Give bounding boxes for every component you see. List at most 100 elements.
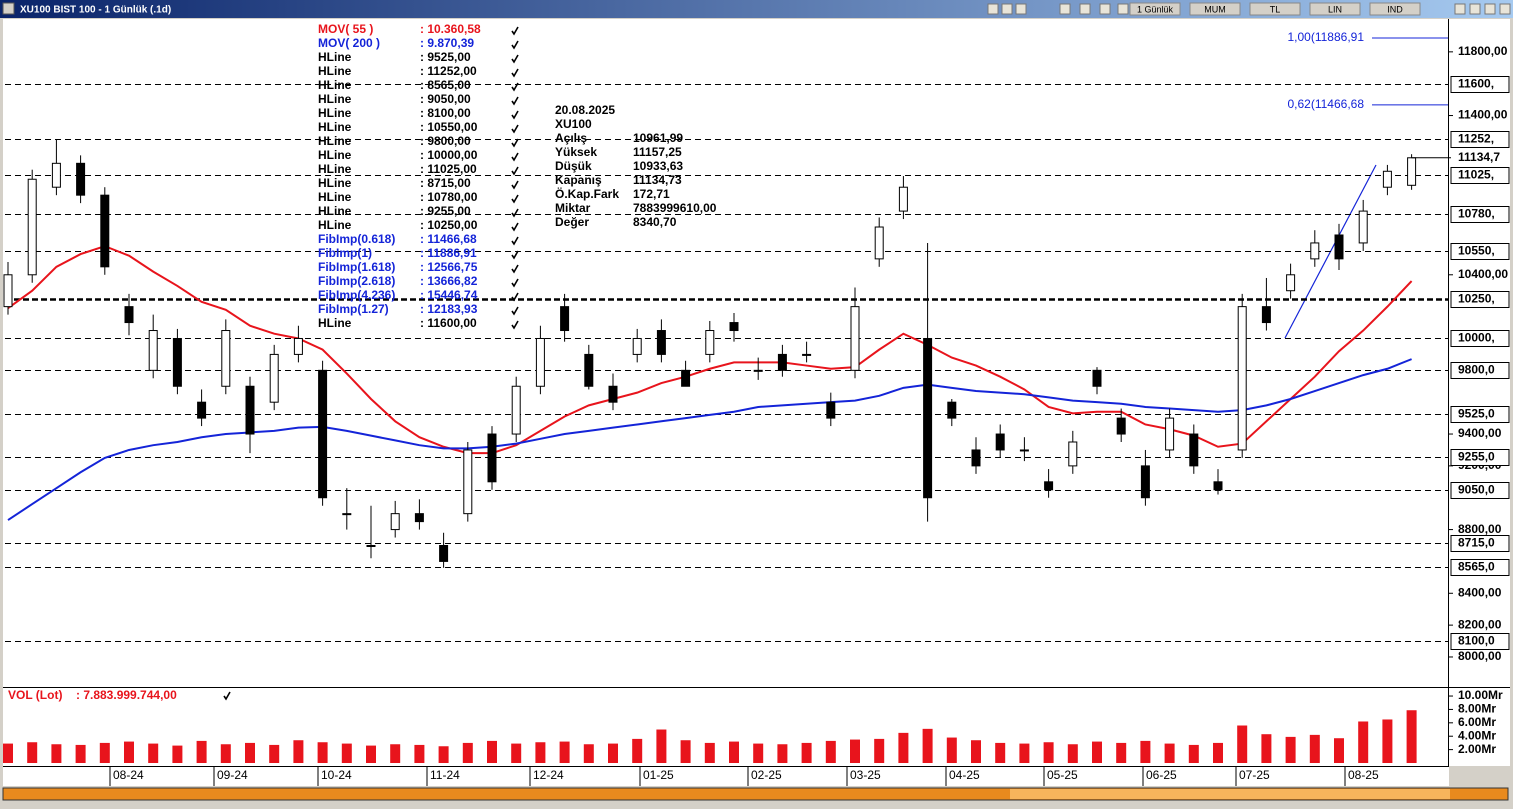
candle-body <box>3 274 13 308</box>
toolbar-button[interactable] <box>1189 2 1241 16</box>
check-icon <box>511 222 519 232</box>
toolbar-button[interactable] <box>1129 2 1181 16</box>
legend-value: : 11025,00 <box>420 162 477 176</box>
toolbar-button[interactable] <box>1249 2 1301 16</box>
h-line-label: 11600, <box>1458 77 1494 91</box>
h-line-box <box>1450 449 1510 466</box>
volume-bar <box>971 740 981 763</box>
candle-body <box>777 353 787 371</box>
candle-body <box>608 385 618 403</box>
legend-name: HLine <box>318 190 352 204</box>
tool-icon[interactable] <box>1469 3 1481 15</box>
y-tick-label: 8800,00 <box>1458 522 1502 536</box>
tool-icon[interactable] <box>1001 3 1013 15</box>
volume-bar <box>608 743 618 763</box>
volume-bar <box>317 742 328 763</box>
h-line-label: 10000, <box>1458 331 1495 345</box>
tool-icon[interactable] <box>1484 3 1496 15</box>
h-line-label: 8565,0 <box>1458 560 1495 574</box>
legend-name: HLine <box>318 218 352 232</box>
h-line-box <box>1450 291 1510 308</box>
y-tick-label: 8200,00 <box>1458 617 1502 631</box>
check-icon <box>511 124 519 134</box>
h-line-label: 9525,0 <box>1458 407 1495 421</box>
candle-body <box>729 322 739 332</box>
check-icon <box>511 236 519 246</box>
info-value: 10961,99 <box>633 131 683 145</box>
legend-name: FibImp(1) <box>318 246 372 260</box>
candle-body <box>584 353 594 387</box>
tool-icon[interactable] <box>1117 3 1129 15</box>
scroll-thumb[interactable] <box>1010 789 1450 799</box>
h-line-label: 10250, <box>1458 292 1495 306</box>
y-tick-label: 8000,00 <box>1458 649 1502 663</box>
volume-bar <box>1261 734 1272 763</box>
volume-bar <box>632 738 643 763</box>
candle-body <box>1092 369 1102 387</box>
candle-body <box>1068 441 1078 467</box>
legend-value: : 10.360,58 <box>420 22 481 36</box>
volume-bar <box>414 744 425 763</box>
legend-name: HLine <box>318 148 352 162</box>
volume-bar <box>850 739 860 763</box>
candle-body <box>1310 242 1320 260</box>
volume-bar <box>1213 742 1223 763</box>
tool-icon[interactable] <box>1499 3 1511 15</box>
volume-bar <box>1358 721 1369 763</box>
h-line-box <box>1450 330 1510 347</box>
volume-bar <box>3 743 13 763</box>
legend-name: FibImp(0.618) <box>318 232 395 246</box>
volume-bar <box>1188 744 1199 763</box>
candle-body <box>51 162 61 188</box>
volume-bar <box>825 740 836 763</box>
legend-value: : 12183,93 <box>420 302 478 316</box>
fib-label: 0,62(11466,68 <box>1287 97 1364 111</box>
toolbar-button[interactable] <box>1309 2 1361 16</box>
h-line-box <box>1450 206 1510 223</box>
legend-name: MOV( 200 ) <box>318 36 380 50</box>
x-tick-label: 08-25 <box>1348 768 1379 782</box>
tool-icon[interactable] <box>1454 3 1466 15</box>
legend-name: HLine <box>318 92 352 106</box>
legend-value: : 8565,00 <box>420 78 471 92</box>
tool-icon[interactable] <box>1099 3 1111 15</box>
legend-name: FibImp(4.236) <box>318 288 395 302</box>
x-tick-label: 03-25 <box>850 768 881 782</box>
legend-value: : 9800,00 <box>420 134 471 148</box>
volume-bar <box>1406 710 1417 763</box>
tool-icon[interactable] <box>1059 3 1071 15</box>
last-price-label: 11134,7 <box>1458 150 1500 164</box>
candle-body <box>293 337 303 355</box>
toolbar-label: MUM <box>1204 4 1226 14</box>
info-value: 11157,25 <box>633 145 682 159</box>
toolbar-button[interactable] <box>1369 2 1421 16</box>
volume-bar <box>341 743 352 763</box>
close-icon[interactable] <box>2 2 15 15</box>
volume-bar <box>196 740 207 763</box>
check-icon <box>511 264 519 274</box>
tool-icon[interactable] <box>1015 3 1027 15</box>
volume-bar <box>753 743 764 763</box>
candle-body <box>850 306 860 371</box>
check-icon <box>511 110 519 120</box>
y-tick-label: 11400,00 <box>1458 108 1508 122</box>
h-line-label: 9050,0 <box>1458 483 1495 497</box>
volume-tick-label: 2.00Mr <box>1458 742 1496 756</box>
candle-body <box>1358 210 1368 244</box>
moving-average <box>7 358 1412 521</box>
check-icon <box>511 166 519 176</box>
legend-name: HLine <box>318 120 352 134</box>
h-line-box <box>1450 633 1510 650</box>
info-label: Açılış <box>555 131 587 145</box>
legend-name: HLine <box>318 204 352 218</box>
legend-value: : 11886,91 <box>420 246 477 260</box>
legend-name: HLine <box>318 78 352 92</box>
legend-name: HLine <box>318 134 352 148</box>
date-axis <box>3 766 1449 786</box>
volume-bar <box>801 742 812 763</box>
tool-icon[interactable] <box>987 3 999 15</box>
candle-body <box>27 178 37 276</box>
tool-icon[interactable] <box>1079 3 1091 15</box>
toolbar-label: TL <box>1270 4 1281 14</box>
volume-bar <box>1067 744 1078 763</box>
